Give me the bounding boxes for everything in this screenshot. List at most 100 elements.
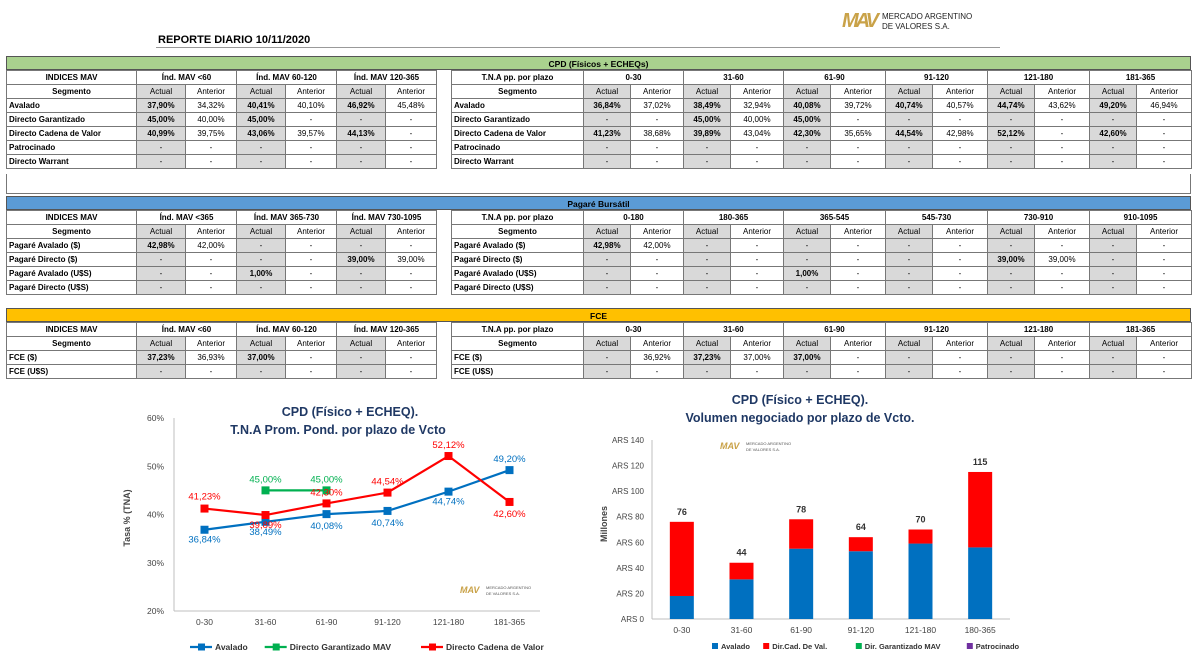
cell-value: - xyxy=(683,154,731,169)
bar-segment xyxy=(968,471,993,548)
actual-header: Actual xyxy=(783,224,831,239)
cell-value: - xyxy=(630,252,684,267)
cell-value: - xyxy=(683,238,731,253)
y-tick-label: 40% xyxy=(147,510,164,520)
anterior-header: Anterior xyxy=(1136,336,1192,351)
cell-value: - xyxy=(1034,154,1090,169)
cell-value: 45,00% xyxy=(136,112,186,127)
actual-header: Actual xyxy=(583,84,631,99)
cell-value: - xyxy=(932,112,988,127)
y-tick-label: 50% xyxy=(147,461,164,471)
cell-value: 43,06% xyxy=(236,126,286,141)
row-label: Avalado xyxy=(6,98,137,113)
bar-chart-series: 76 44 78 64 70 115 xyxy=(669,457,993,619)
anterior-header: Anterior xyxy=(285,336,337,351)
indices-title: INDICES MAV xyxy=(6,322,137,337)
cell-value: - xyxy=(385,126,437,141)
segment-header: Segmento xyxy=(6,224,137,239)
section-band-0: CPD (Físicos + ECHEQs) xyxy=(6,56,1191,70)
legend-marker xyxy=(198,643,205,651)
watermark-line2: DE VALORES S.A. xyxy=(746,447,780,452)
bar-segment xyxy=(789,548,814,619)
tna-group-header: 181-365 xyxy=(1089,322,1192,337)
table-row: Pagaré Avalado ($) 42,98% 42,00% - - - - xyxy=(6,238,437,253)
actual-header: Actual xyxy=(987,84,1035,99)
cell-value: - xyxy=(336,266,386,281)
cell-value: - xyxy=(830,364,886,379)
tna-group-header: 91-120 xyxy=(885,322,988,337)
y-tick-label: ARS 40 xyxy=(616,564,644,573)
cell-value: - xyxy=(236,140,286,155)
table-row: Directo Warrant - - - - - - - - - - - - xyxy=(451,154,1192,169)
tna-group-header: 121-180 xyxy=(987,70,1090,85)
cell-value: 37,02% xyxy=(630,98,684,113)
anterior-header: Anterior xyxy=(285,84,337,99)
segment-header: Segmento xyxy=(451,336,584,351)
table-row: FCE ($) 37,23% 36,93% 37,00% - - - xyxy=(6,350,437,365)
actual-header: Actual xyxy=(987,336,1035,351)
cell-value: 38,68% xyxy=(630,126,684,141)
report-title: REPORTE DIARIO 10/11/2020 xyxy=(158,34,311,46)
cell-value: 1,00% xyxy=(783,266,831,281)
x-tick-label: 31-60 xyxy=(255,617,277,627)
table-row: Directo Garantizado 45,00% 40,00% 45,00% - - - xyxy=(6,112,437,127)
data-point xyxy=(261,517,270,526)
cell-value: 37,23% xyxy=(136,350,186,365)
row-label: Pagaré Directo (U$S) xyxy=(451,280,584,295)
cell-value: 41,23% xyxy=(583,126,631,141)
table-row: Pagaré Avalado ($) 42,98% 42,00% - - - - - - - - - - xyxy=(451,238,1192,253)
cell-value: 37,90% xyxy=(136,98,186,113)
cell-value: - xyxy=(285,364,337,379)
cell-value: - xyxy=(885,140,933,155)
data-point xyxy=(200,504,209,513)
anterior-header: Anterior xyxy=(1136,224,1192,239)
data-label: 42,30% xyxy=(310,487,343,498)
mav-logo-text: MERCADO ARGENTINO DE VALORES S.A. xyxy=(882,12,972,32)
cell-value: 52,12% xyxy=(987,126,1035,141)
cell-value: - xyxy=(830,280,886,295)
x-tick-label: 31-60 xyxy=(731,625,753,635)
cell-value: - xyxy=(1089,112,1137,127)
actual-header: Actual xyxy=(783,84,831,99)
tna-group-header: 61-90 xyxy=(783,70,886,85)
cell-value: - xyxy=(932,364,988,379)
row-label: Pagaré Avalado (U$S) xyxy=(451,266,584,281)
cell-value: - xyxy=(987,154,1035,169)
legend-swatch xyxy=(763,643,770,649)
x-tick-label: 0-30 xyxy=(196,617,213,627)
cell-value: 42,30% xyxy=(783,126,831,141)
legend-label: Patrocinado xyxy=(976,642,1020,651)
tna-group-header: 730-910 xyxy=(987,210,1090,225)
anterior-header: Anterior xyxy=(1034,336,1090,351)
data-point xyxy=(322,499,331,508)
table-row: Pagaré Avalado (U$S) - -1,00% - - - xyxy=(6,266,437,281)
data-label: 38,49% xyxy=(249,527,282,538)
tna-line-chart: CPD (Físico + ECHEQ). T.N.A Prom. Pond. … xyxy=(122,405,544,652)
volume-bar-chart: CPD (Físico + ECHEQ). Volumen negociado … xyxy=(600,393,1020,651)
table-row: Avalado 37,90% 34,32% 40,41% 40,10% 46,92% 45,… xyxy=(6,98,437,113)
cell-value: - xyxy=(683,280,731,295)
cell-value: 46,94% xyxy=(1136,98,1192,113)
table-row: Directo Warrant - - - - - - xyxy=(6,154,437,169)
data-point xyxy=(261,511,270,520)
row-label: Pagaré Directo (U$S) xyxy=(6,280,137,295)
actual-header: Actual xyxy=(236,336,286,351)
bar-total-label: 78 xyxy=(796,504,806,514)
anterior-header: Anterior xyxy=(730,224,784,239)
table-row: Patrocinado - - - - - - - - - - - - xyxy=(451,140,1192,155)
cell-value: 39,00% xyxy=(336,252,386,267)
cell-value: - xyxy=(1089,154,1137,169)
actual-header: Actual xyxy=(885,336,933,351)
cell-value: - xyxy=(136,364,186,379)
actual-header: Actual xyxy=(683,336,731,351)
row-label: Directo Garantizado xyxy=(451,112,584,127)
cell-value: 37,23% xyxy=(683,350,731,365)
mav-logo-mark: MAV xyxy=(842,10,879,32)
cell-value: - xyxy=(1034,280,1090,295)
tna-group-header: 31-60 xyxy=(683,70,784,85)
y-tick-label: ARS 140 xyxy=(612,436,645,445)
y-tick-label: ARS 120 xyxy=(612,462,645,471)
cell-value: - xyxy=(885,280,933,295)
indices-table-2: INDICES MAV Índ. MAV <60 Índ. MAV 60-120 Ín… xyxy=(6,322,437,379)
cell-value: - xyxy=(236,364,286,379)
